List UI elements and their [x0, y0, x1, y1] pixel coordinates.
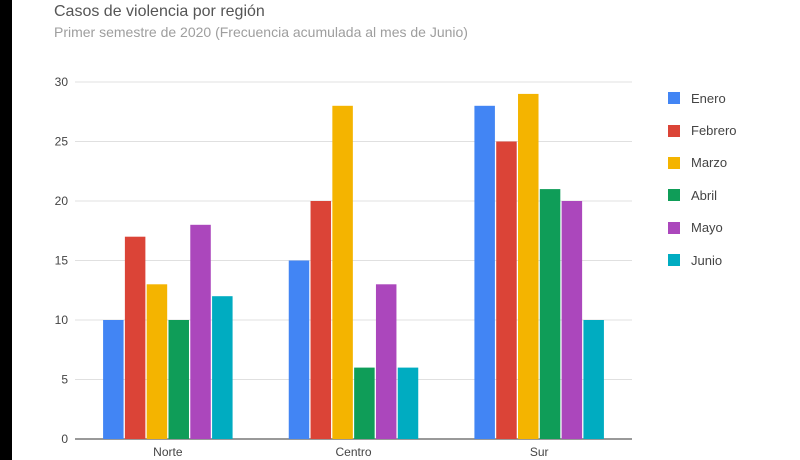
chart-legend: Enero Febrero Marzo Abril Mayo Junio — [668, 82, 737, 276]
chart-title: Casos de violencia por región — [54, 3, 265, 20]
legend-swatch — [668, 124, 680, 137]
x-tick-label: Sur — [530, 445, 549, 459]
legend-label: Marzo — [691, 155, 728, 171]
legend-label: Mayo — [691, 220, 723, 236]
y-tick-label: 15 — [55, 254, 69, 268]
bar-abril-norte — [168, 320, 189, 439]
legend-swatch — [668, 254, 680, 267]
bar-abril-sur — [539, 189, 561, 439]
bar-marzo-sur — [518, 93, 539, 440]
chart-subtitle: Primer semestre de 2020 (Frecuencia acum… — [54, 24, 468, 40]
bar-marzo-norte — [146, 284, 168, 439]
y-tick-label: 25 — [55, 135, 69, 149]
legend-item-abril: Abril — [668, 179, 737, 211]
bar-enero-sur — [474, 105, 495, 440]
bar-febrero-norte — [124, 236, 146, 439]
legend-swatch — [668, 156, 680, 169]
legend-item-marzo: Marzo — [668, 147, 737, 179]
x-tick-label: Centro — [335, 445, 371, 459]
legend-swatch — [668, 221, 680, 234]
bar-enero-centro — [288, 260, 310, 439]
bar-abril-centro — [354, 367, 375, 439]
bar-marzo-centro — [332, 105, 353, 440]
legend-swatch — [668, 92, 680, 105]
legend-label: Junio — [691, 252, 723, 268]
bar-junio-centro — [397, 367, 419, 439]
bar-mayo-centro — [375, 284, 397, 439]
legend-swatch — [668, 189, 680, 202]
y-tick-label: 5 — [61, 373, 68, 387]
bar-junio-sur — [583, 320, 604, 439]
left-edge-strip — [0, 0, 12, 460]
bar-enero-norte — [103, 320, 124, 439]
legend-item-mayo: Mayo — [668, 212, 737, 244]
legend-item-febrero: Febrero — [668, 114, 737, 146]
legend-item-enero: Enero — [668, 82, 737, 114]
bar-mayo-sur — [561, 201, 583, 439]
y-tick-label: 30 — [55, 75, 69, 89]
legend-label: Abril — [691, 187, 718, 203]
bar-mayo-norte — [190, 224, 211, 439]
x-tick-label: Norte — [153, 445, 183, 459]
y-tick-label: 10 — [55, 313, 69, 327]
bar-febrero-centro — [310, 201, 332, 439]
bar-febrero-sur — [496, 141, 517, 439]
legend-label: Enero — [691, 90, 726, 106]
legend-item-junio: Junio — [668, 244, 737, 276]
y-tick-label: 0 — [61, 432, 68, 446]
legend-label: Febrero — [691, 123, 737, 139]
y-tick-label: 20 — [55, 194, 69, 208]
bar-junio-norte — [212, 296, 233, 439]
